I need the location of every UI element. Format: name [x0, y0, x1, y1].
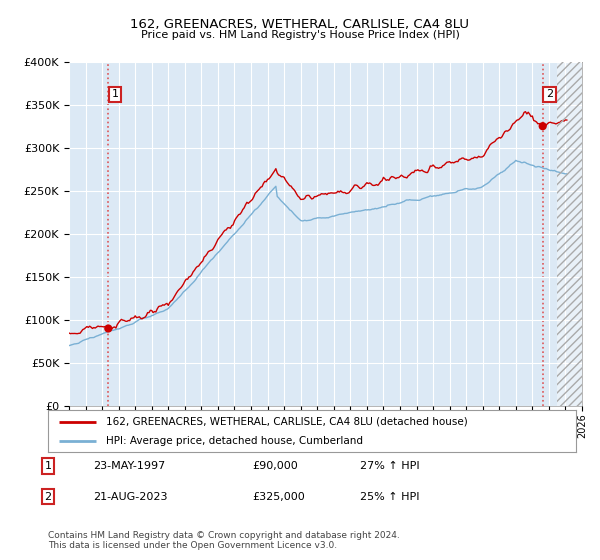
Text: 21-AUG-2023: 21-AUG-2023	[93, 492, 167, 502]
Text: 25% ↑ HPI: 25% ↑ HPI	[360, 492, 419, 502]
Text: £90,000: £90,000	[252, 461, 298, 471]
Text: 2: 2	[44, 492, 52, 502]
Point	[538, 122, 547, 130]
Text: 162, GREENACRES, WETHERAL, CARLISLE, CA4 8LU (detached house): 162, GREENACRES, WETHERAL, CARLISLE, CA4…	[106, 417, 468, 427]
Text: £325,000: £325,000	[252, 492, 305, 502]
Text: Contains HM Land Registry data © Crown copyright and database right 2024.
This d: Contains HM Land Registry data © Crown c…	[48, 530, 400, 550]
Text: Price paid vs. HM Land Registry's House Price Index (HPI): Price paid vs. HM Land Registry's House …	[140, 30, 460, 40]
Text: 23-MAY-1997: 23-MAY-1997	[93, 461, 165, 471]
Point	[104, 324, 113, 333]
Text: HPI: Average price, detached house, Cumberland: HPI: Average price, detached house, Cumb…	[106, 436, 363, 446]
Text: 1: 1	[44, 461, 52, 471]
Text: 27% ↑ HPI: 27% ↑ HPI	[360, 461, 419, 471]
Text: 2: 2	[546, 89, 553, 99]
Text: 162, GREENACRES, WETHERAL, CARLISLE, CA4 8LU: 162, GREENACRES, WETHERAL, CARLISLE, CA4…	[131, 18, 470, 31]
Bar	[557, 62, 582, 406]
Text: 1: 1	[112, 89, 118, 99]
Bar	[557, 62, 582, 406]
